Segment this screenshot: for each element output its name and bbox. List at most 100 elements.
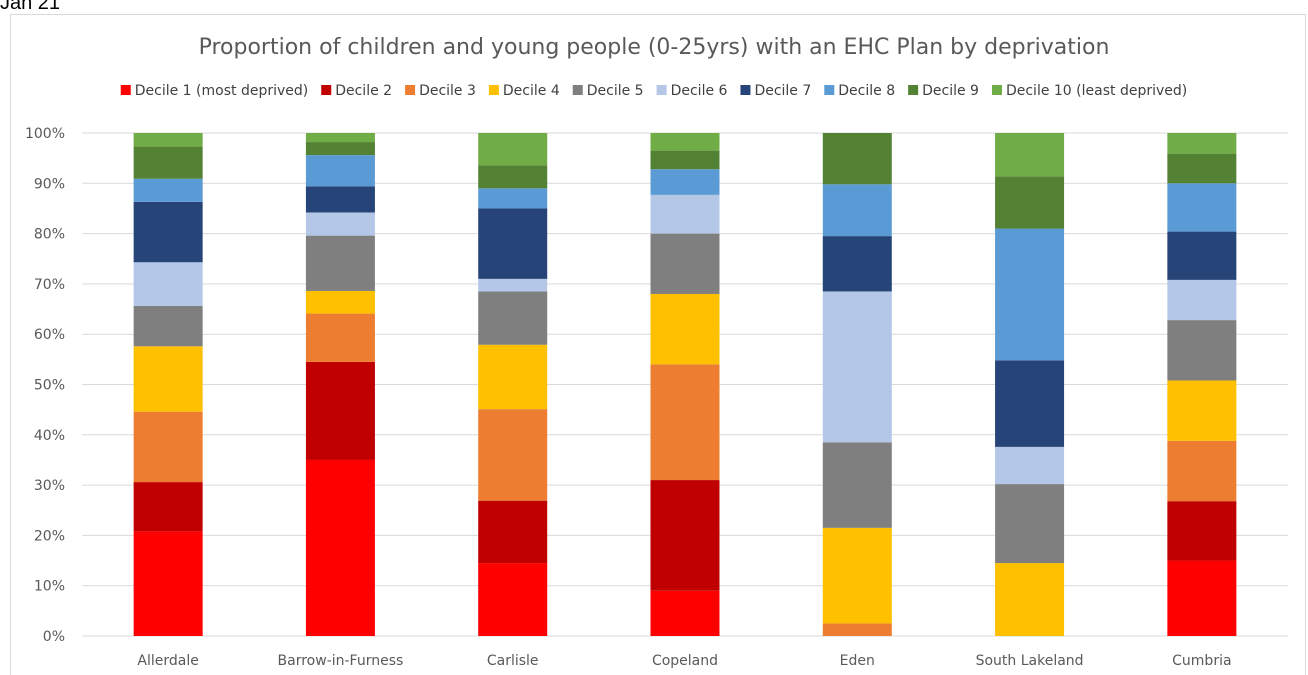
bar-segment [305, 133, 375, 143]
bar-segment [822, 184, 892, 237]
legend-item: Decile 1 (most deprived) [120, 83, 308, 99]
legend-swatch [740, 85, 751, 95]
legend-swatch [321, 85, 332, 95]
legend-label: Decile 5 [587, 83, 644, 99]
legend-label: Decile 7 [754, 83, 811, 99]
bar-segment [133, 133, 203, 147]
legend-item: Decile 7 [740, 83, 811, 99]
bar-segment [133, 531, 203, 636]
legend-label: Decile 9 [922, 83, 979, 99]
legend-item: Decile 5 [572, 83, 644, 99]
bar-segment [1167, 560, 1237, 636]
legend-item: Decile 6 [656, 83, 728, 99]
bar-segment [305, 361, 375, 460]
legend-label: Decile 3 [419, 83, 476, 99]
legend-swatch [572, 85, 583, 95]
x-category-label: Eden [840, 653, 875, 669]
legend-swatch [405, 85, 416, 95]
bar-segment [650, 293, 720, 365]
bar-segment [1167, 440, 1237, 502]
bar-segment [305, 155, 375, 187]
bar-segment [1167, 231, 1237, 280]
legend-swatch [991, 85, 1002, 95]
bar-segment [478, 188, 548, 209]
bar-segment [995, 133, 1065, 177]
bar-segment [995, 446, 1065, 485]
legend-swatch [908, 85, 919, 95]
bar-segment [822, 623, 892, 636]
bar-segment [305, 212, 375, 236]
y-tick-label: 100% [25, 126, 65, 142]
y-tick-label: 60% [34, 327, 65, 343]
bar-segment [478, 133, 548, 166]
y-tick-label: 0% [43, 629, 65, 645]
bar-segment [133, 262, 203, 307]
x-category-label: Barrow-in-Furness [278, 653, 404, 669]
bar-segment [305, 235, 375, 291]
legend-label: Decile 1 (most deprived) [135, 83, 308, 99]
header-note: Jan 21 [0, 0, 61, 14]
legend-label: Decile 4 [503, 83, 560, 99]
x-category-label: Cumbria [1172, 653, 1231, 669]
bars [133, 133, 1237, 636]
y-tick-label: 70% [34, 277, 65, 293]
legend-swatch [120, 85, 131, 95]
y-tick-label: 50% [34, 378, 65, 394]
bar-segment [995, 176, 1065, 229]
bar-segment [478, 563, 548, 636]
bar-segment [133, 482, 203, 532]
legend-item: Decile 3 [405, 83, 476, 99]
bar-segment [478, 165, 548, 189]
bar-segment [478, 208, 548, 279]
x-category-label: South Lakeland [976, 653, 1084, 669]
bar-segment [650, 480, 720, 591]
chart-title: Proportion of children and young people … [199, 35, 1110, 60]
legend-label: Decile 10 (least deprived) [1006, 83, 1187, 99]
legend-item: Decile 8 [824, 83, 895, 99]
bar-segment [305, 142, 375, 156]
bar-segment [822, 442, 892, 528]
bar-segment [133, 306, 203, 347]
bar-segment [650, 133, 720, 151]
bar-segment [305, 186, 375, 213]
bar-segment [478, 344, 548, 410]
bar-segment [650, 233, 720, 294]
bar-segment [822, 133, 892, 185]
bar-segment [1167, 153, 1237, 184]
bar-segment [650, 150, 720, 170]
bar-segment [1167, 320, 1237, 381]
bar-segment [1167, 380, 1237, 441]
bar-segment [1167, 501, 1237, 561]
y-tick-label: 40% [34, 428, 65, 444]
bar-segment [478, 500, 548, 564]
bar-segment [133, 178, 203, 202]
legend-item: Decile 4 [488, 83, 560, 99]
bar-segment [305, 290, 375, 314]
bar-segment [822, 291, 892, 443]
y-tick-label: 30% [34, 478, 65, 494]
bar-segment [1167, 279, 1237, 321]
bar-segment [133, 146, 203, 179]
y-axis-ticks: 0% 10% 20% 30% 40% 50% 60% 70% 80% 90% 100% [25, 126, 65, 645]
x-category-label: Allerdale [137, 653, 198, 669]
bar-segment [133, 411, 203, 483]
x-category-label: Copeland [652, 653, 718, 669]
legend-item: Decile 2 [321, 83, 392, 99]
legend-item: Decile 9 [908, 83, 979, 99]
bar-segment [822, 236, 892, 292]
y-tick-label: 90% [34, 176, 65, 192]
x-category-label: Carlisle [487, 653, 539, 669]
bar-segment [133, 201, 203, 263]
legend-label: Decile 8 [838, 83, 895, 99]
legend-label: Decile 2 [335, 83, 392, 99]
bar-segment [995, 360, 1065, 447]
bar-segment [650, 169, 720, 195]
chart-legend: Decile 1 (most deprived) Decile 2 Decile 3… [120, 83, 1187, 99]
bar-segment [650, 590, 720, 636]
legend-swatch [488, 85, 499, 95]
legend-label: Decile 6 [671, 83, 728, 99]
bar-segment [1167, 133, 1237, 154]
legend-swatch [824, 85, 835, 95]
bar-segment [650, 194, 720, 234]
